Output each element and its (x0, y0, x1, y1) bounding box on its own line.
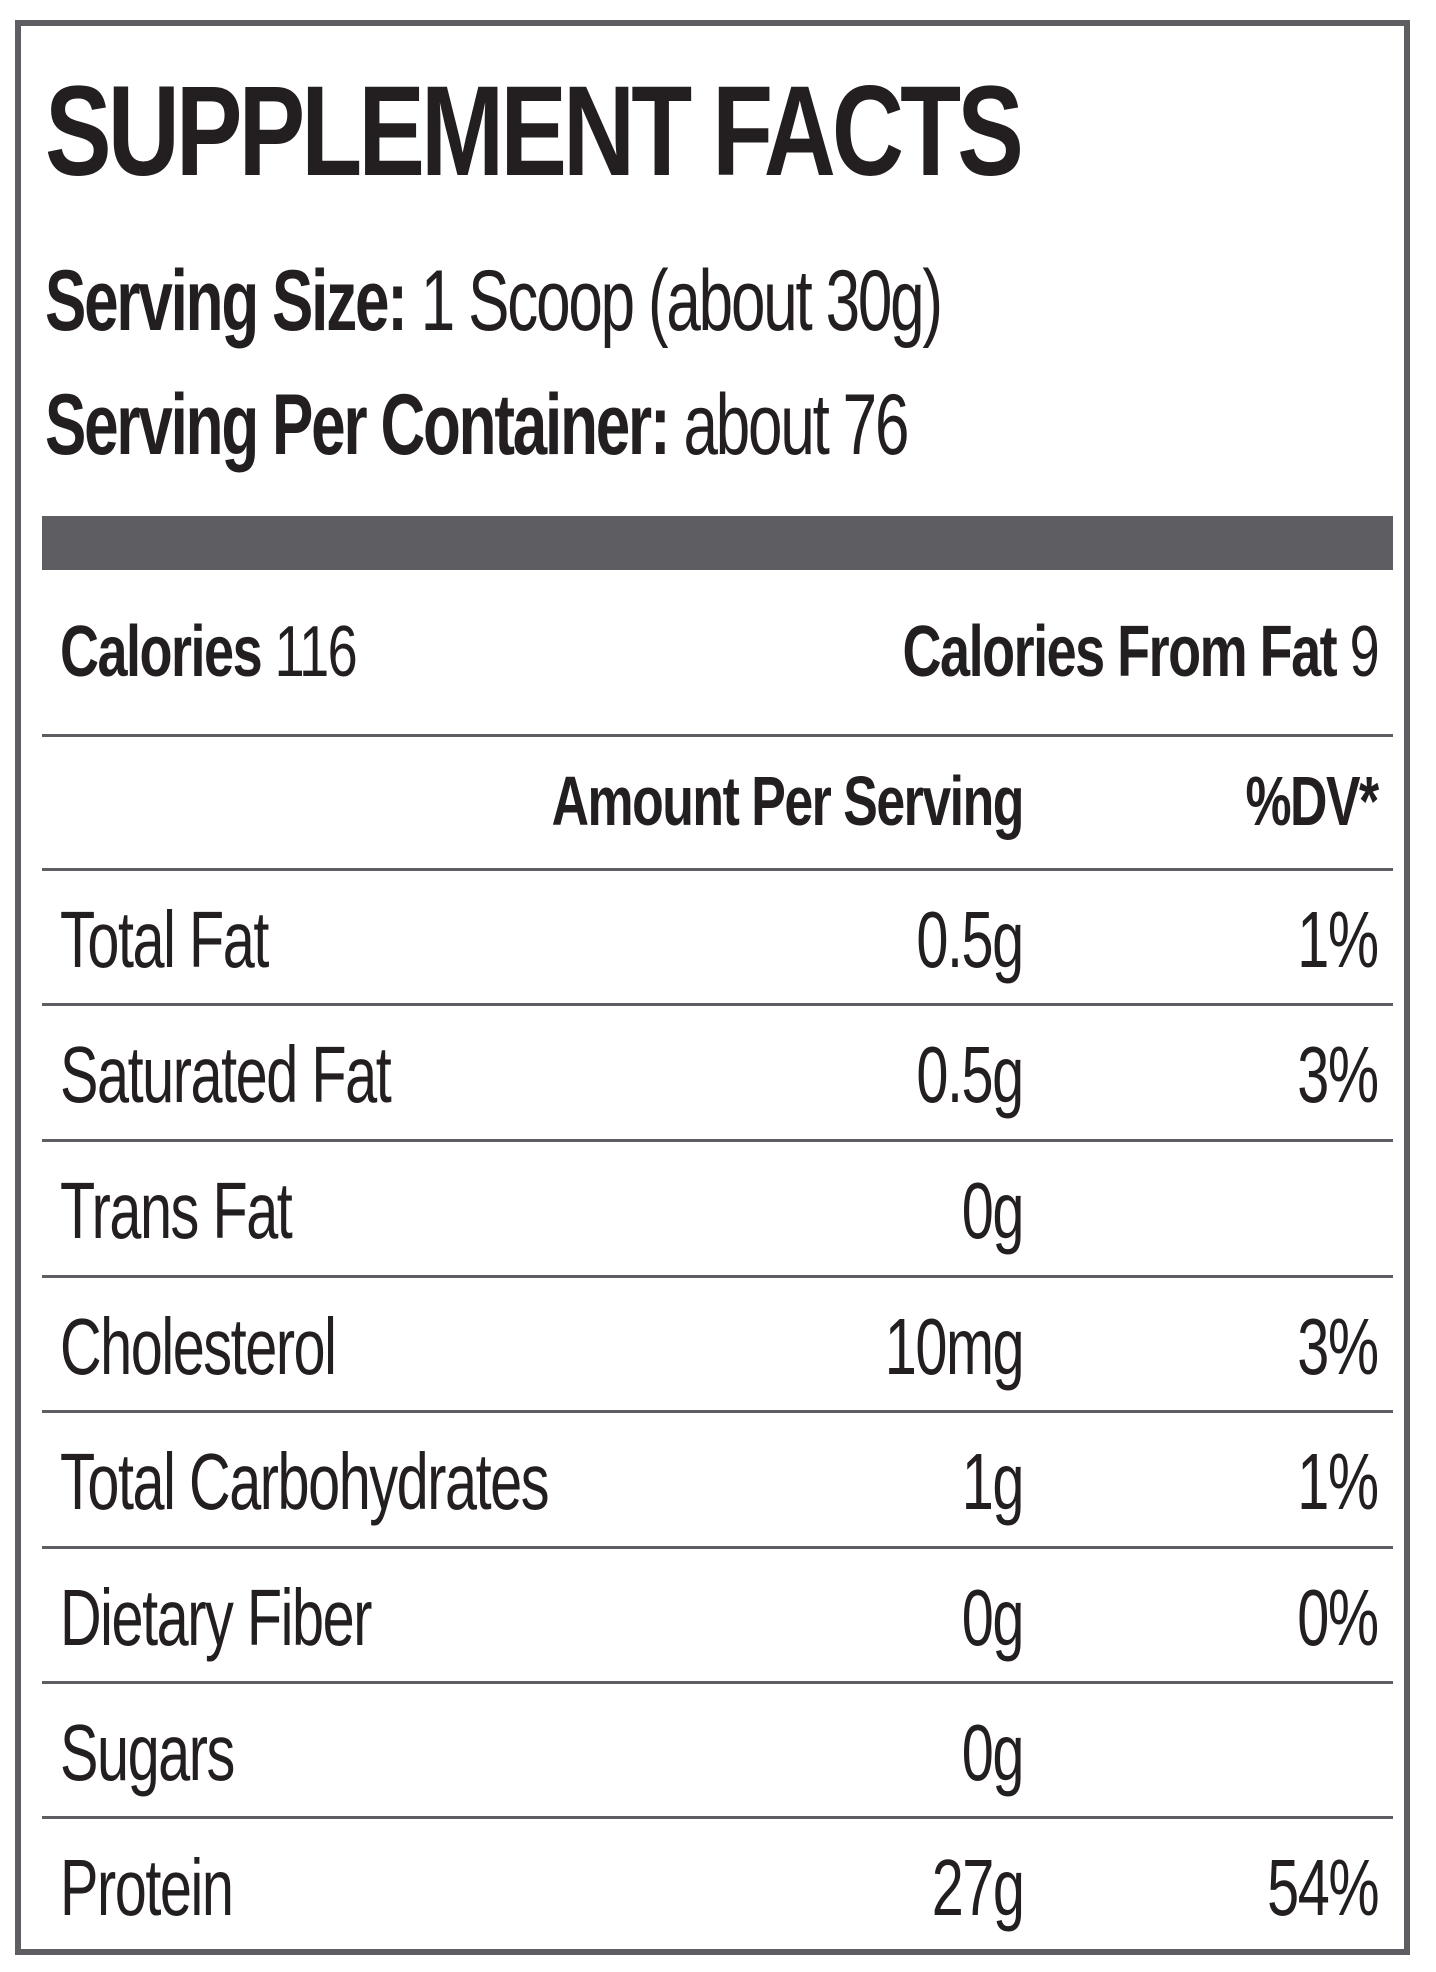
nutrient-amount: 0g (961, 1708, 1025, 1797)
calories: Calories 116 (60, 616, 358, 688)
table-row: Trans Fat 0g (42, 1141, 1393, 1273)
divider-line (42, 1410, 1393, 1413)
amount-per-serving-header: Amount Per Serving (551, 762, 1025, 840)
nutrient-name: Cholesterol (60, 1302, 337, 1391)
servings-per-container: Serving Per Container: about 76 (45, 382, 909, 468)
serving-size: Serving Size: 1 Scoop (about 30g) (45, 258, 943, 344)
nutrient-amount: 27g (931, 1843, 1024, 1932)
nutrient-name: Saturated Fat (60, 1030, 392, 1119)
divider-line (42, 734, 1393, 737)
nutrient-amount: 0.5g (916, 895, 1025, 984)
divider-line (42, 1681, 1393, 1684)
nutrient-name: Total Carbohydrates (60, 1437, 550, 1526)
daily-value-header: %DV* (1245, 762, 1380, 840)
nutrient-name: Trans Fat (60, 1166, 293, 1255)
nutrient-amount: 1g (961, 1437, 1025, 1526)
table-row: Dietary Fiber 0g 0% (42, 1548, 1393, 1680)
calories-row: Calories 116 Calories From Fat 9 (42, 600, 1393, 700)
calories-from-fat-value: 9 (1335, 612, 1379, 692)
nutrient-name: Dietary Fiber (60, 1573, 372, 1662)
table-row: Total Carbohydrates 1g 1% (42, 1412, 1393, 1544)
divider-line (42, 1275, 1393, 1278)
table-row: Protein 27g 54% (42, 1818, 1393, 1950)
nutrient-amount: 10mg (884, 1302, 1025, 1391)
servings-per-container-label: Serving Per Container: (45, 377, 671, 473)
nutrient-daily-value: 3% (1297, 1302, 1380, 1391)
nutrient-amount: 0g (961, 1166, 1025, 1255)
nutrient-daily-value: 0% (1297, 1573, 1380, 1662)
nutrient-daily-value: 54% (1267, 1843, 1379, 1932)
nutrient-daily-value: 3% (1297, 1030, 1380, 1119)
nutrient-name: Protein (60, 1843, 234, 1932)
panel-title: SUPPLEMENT FACTS (45, 60, 1024, 203)
calories-value: 116 (261, 612, 358, 692)
table-row: Sugars 0g (42, 1683, 1393, 1815)
nutrient-name: Sugars (60, 1708, 235, 1797)
nutrient-amount: 0g (961, 1573, 1025, 1662)
nutrient-daily-value: 1% (1297, 895, 1380, 984)
serving-size-label: Serving Size: (45, 253, 408, 349)
divider-line (42, 1816, 1393, 1819)
nutrient-daily-value: 1% (1297, 1437, 1380, 1526)
thick-divider-bar (42, 516, 1393, 570)
calories-label: Calories (60, 612, 263, 692)
calories-from-fat: Calories From Fat 9 (902, 616, 1379, 688)
table-row: Cholesterol 10mg 3% (42, 1277, 1393, 1409)
table-row: Total Fat 0.5g 1% (42, 870, 1393, 1002)
servings-per-container-value: about 76 (668, 377, 909, 473)
table-header-row: Amount Per Serving %DV* (42, 740, 1393, 872)
table-row: Saturated Fat 0.5g 3% (42, 1005, 1393, 1137)
serving-size-value: 1 Scoop (about 30g) (405, 253, 943, 349)
divider-line (42, 1546, 1393, 1549)
divider-line (42, 1003, 1393, 1006)
supplement-facts-panel (15, 20, 1410, 1955)
calories-from-fat-label: Calories From Fat (902, 612, 1337, 692)
divider-line (42, 1139, 1393, 1142)
divider-line (42, 868, 1393, 871)
nutrient-name: Total Fat (60, 895, 269, 984)
nutrient-amount: 0.5g (916, 1030, 1025, 1119)
